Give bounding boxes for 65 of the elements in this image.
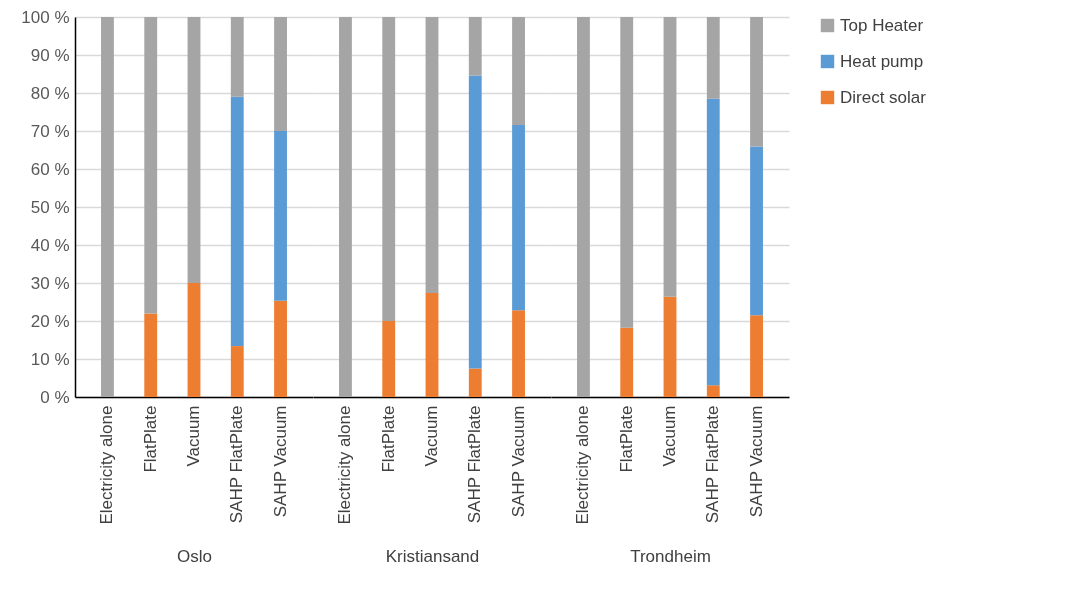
bar xyxy=(750,146,763,316)
x-tick-label: SAHP FlatPlate xyxy=(227,405,247,524)
x-tick-label: SAHP FlatPlate xyxy=(465,405,485,524)
bar xyxy=(468,17,482,76)
bar xyxy=(706,17,720,99)
x-tick-label: FlatPlate xyxy=(140,405,160,473)
bar xyxy=(230,17,244,97)
bar xyxy=(425,17,439,293)
bar xyxy=(187,17,201,283)
bar xyxy=(274,300,287,397)
y-tick-label: 30 % xyxy=(30,273,70,293)
bar xyxy=(382,17,396,321)
x-tick-label: SAHP Vacuum xyxy=(508,405,528,518)
y-tick-label: 0 % xyxy=(40,387,70,407)
bar xyxy=(274,17,287,131)
bar xyxy=(706,385,720,397)
y-tick-label: 100 % xyxy=(21,7,70,27)
x-axis-title: Oslo xyxy=(177,546,212,566)
bar xyxy=(750,315,763,397)
bar xyxy=(382,321,396,397)
legend-label: Heat pump xyxy=(840,51,924,71)
bar xyxy=(144,17,158,314)
bar xyxy=(468,75,482,369)
y-tick-label: 90 % xyxy=(30,45,70,65)
bar xyxy=(512,124,525,311)
bar xyxy=(144,313,158,397)
bar xyxy=(750,17,763,147)
bar xyxy=(230,96,244,347)
x-tick-label: Electricity alone xyxy=(97,405,117,525)
x-tick-label: Vacuum xyxy=(184,405,203,467)
legend-label: Top Heater xyxy=(840,15,924,35)
x-tick-label: SAHP Vacuum xyxy=(270,405,290,518)
bar xyxy=(512,310,525,397)
bar xyxy=(620,327,634,397)
x-tick-label: FlatPlate xyxy=(378,405,398,473)
x-tick-label: Electricity alone xyxy=(335,405,355,525)
x-axis-title: Kristiansand xyxy=(385,546,480,566)
bar xyxy=(512,17,525,125)
x-tick-label: Electricity alone xyxy=(573,405,593,525)
bar xyxy=(577,17,590,397)
bar xyxy=(663,17,677,297)
bar xyxy=(230,346,244,397)
bar xyxy=(620,17,634,328)
bar xyxy=(187,283,201,397)
x-tick-label: SAHP FlatPlate xyxy=(703,405,723,524)
bar xyxy=(706,98,720,386)
bar xyxy=(339,17,352,397)
y-tick-label: 10 % xyxy=(30,349,70,369)
x-tick-label: FlatPlate xyxy=(616,405,636,473)
bar xyxy=(663,296,677,397)
bar xyxy=(468,368,482,397)
x-tick-label: Vacuum xyxy=(660,405,679,467)
y-tick-label: 60 % xyxy=(30,159,70,179)
x-tick-label: SAHP Vacuum xyxy=(746,405,766,518)
y-tick-label: 50 % xyxy=(30,197,70,217)
y-tick-label: 70 % xyxy=(30,121,70,141)
y-tick-label: 40 % xyxy=(30,235,70,255)
y-tick-label: 80 % xyxy=(30,83,70,103)
legend-label: Direct solar xyxy=(840,87,927,107)
y-tick-label: 20 % xyxy=(30,311,70,331)
bar xyxy=(101,17,114,397)
x-tick-label: Vacuum xyxy=(422,405,441,467)
bar xyxy=(425,292,439,397)
bar xyxy=(274,131,287,301)
x-axis-title: Trondheim xyxy=(630,546,711,566)
